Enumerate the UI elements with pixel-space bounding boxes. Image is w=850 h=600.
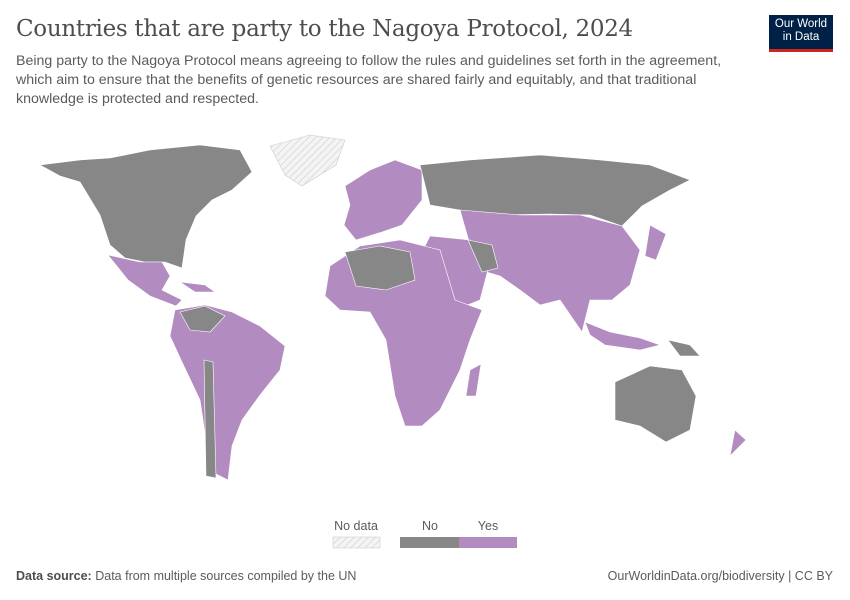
region-iran[interactable] [467,239,499,273]
region-europe[interactable] [343,159,423,241]
region-japan[interactable] [644,224,667,261]
source-label: Data source: [16,569,92,583]
region-south-america[interactable] [169,304,286,481]
region-central-america[interactable] [107,254,183,307]
region-indonesia[interactable] [584,321,662,351]
legend-label-yes: Yes [478,519,498,533]
page-title: Countries that are party to the Nagoya P… [16,16,633,42]
region-venezuela-colombia[interactable] [179,305,226,333]
region-chile-peru[interactable] [203,359,217,479]
legend-swatch-no-data [332,536,381,549]
legend-swatch-yes[interactable] [459,537,517,548]
owid-logo[interactable]: Our World in Data [769,15,833,52]
region-asia[interactable] [459,209,641,333]
region-north-america[interactable] [39,144,253,269]
region-png[interactable] [667,339,701,357]
region-caribbean[interactable] [179,281,216,293]
legend-label-no: No [422,519,438,533]
legend: No data No Yes [332,519,517,549]
region-greenland[interactable] [269,134,346,187]
legend-swatch-no[interactable] [400,537,459,548]
region-australia[interactable] [614,365,697,443]
region-new-zealand[interactable] [729,429,747,457]
region-madagascar[interactable] [465,363,482,397]
region-sahara[interactable] [344,245,416,291]
data-source: Data source: Data from multiple sources … [16,569,356,583]
source-text: Data from multiple sources compiled by t… [95,569,357,583]
source-url-link[interactable]: OurWorldinData.org/biodiversity | CC BY [607,569,833,583]
subtitle: Being party to the Nagoya Protocol means… [16,53,722,107]
legend-label-no-data: No data [334,519,378,533]
